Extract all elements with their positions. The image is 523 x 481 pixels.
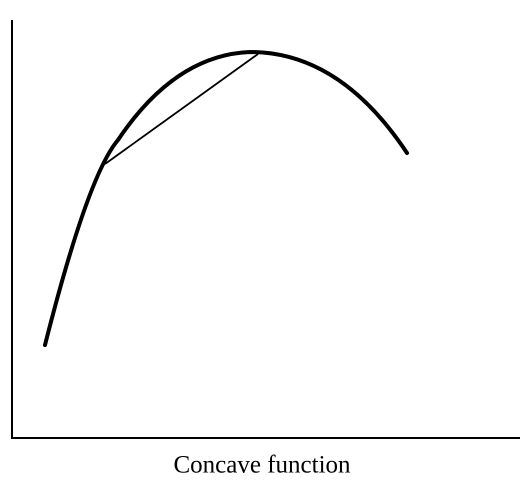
chord [104,53,259,165]
caption: Concave function [173,452,351,479]
concave-curve [43,49,409,347]
